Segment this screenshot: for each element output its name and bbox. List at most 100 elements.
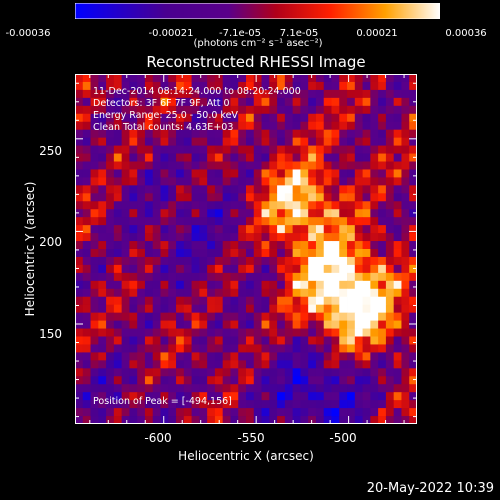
heatmap-cell [339,400,348,409]
heatmap-cell [292,264,301,274]
heatmap-cell [121,368,130,377]
heatmap-cell [75,288,84,298]
heatmap-cell [144,225,154,234]
heatmap-cell [207,288,216,298]
heatmap-cell [323,153,332,162]
heatmap-cell [75,280,84,290]
heatmap-cell [261,400,270,409]
heatmap-cell [393,225,402,234]
heatmap-cell [82,153,91,162]
heatmap-cell [393,81,402,91]
heatmap-cell [385,312,395,321]
heatmap-cell [113,129,123,139]
heatmap-cell [362,185,371,194]
heatmap-cell [315,272,325,282]
heatmap-cell [121,272,130,282]
heatmap-cell [113,121,123,131]
heatmap-cell [277,272,286,282]
heatmap-cell [238,185,247,194]
heatmap-cell [284,416,294,424]
heatmap-cell [409,416,417,424]
heatmap-cell [176,145,185,154]
heatmap-cell [362,201,371,210]
heatmap-cell [230,288,239,298]
heatmap-cell [75,264,84,274]
heatmap-cell [315,81,325,91]
heatmap-cell [137,113,146,123]
heatmap-cell [362,264,371,274]
heatmap-cell [106,161,115,170]
heatmap-cell [191,177,200,186]
heatmap-cell [82,256,91,266]
heatmap-cell [160,344,169,353]
heatmap-cell [284,185,294,194]
heatmap-cell [106,177,115,186]
heatmap-cell [323,89,332,99]
heatmap-cell [214,74,224,83]
heatmap-cell [98,280,107,290]
heatmap-cell [370,296,379,306]
heatmap-cell [191,201,200,210]
heatmap-cell [393,360,402,369]
heatmap-cell [106,408,115,417]
heatmap-cell [238,288,247,298]
heatmap-cell [90,304,99,314]
heatmap-cell [199,416,208,424]
heatmap-cell [292,368,301,377]
heatmap-cell [152,352,161,361]
heatmap-cell [176,336,185,345]
heatmap-cell [222,280,231,290]
heatmap-cell [401,177,410,186]
heatmap-cell [121,89,130,99]
heatmap-cell [144,89,154,99]
heatmap-cell [393,272,402,282]
heatmap-cell [378,129,387,139]
heatmap-cell [199,113,208,123]
heatmap-cell [191,113,200,123]
heatmap-cell [347,113,356,123]
heatmap-cell [362,217,371,226]
heatmap-cell [269,177,278,186]
heatmap-cell [331,201,340,210]
heatmap-cell [277,320,286,329]
heatmap-cell [207,296,216,306]
heatmap-cell [393,376,402,385]
heatmap-cell [121,145,130,154]
heatmap-cell [222,81,231,91]
heatmap-cell [168,368,177,377]
heatmap-cell [261,145,270,154]
heatmap-cell [183,225,192,234]
heatmap-cell [393,336,402,345]
heatmap-cell [300,161,309,170]
heatmap-cell [82,105,91,115]
heatmap-cell [129,105,138,115]
heatmap-cell [152,105,161,115]
heatmap-cell [277,336,286,345]
heatmap-cell [98,177,107,186]
heatmap-cell [121,97,130,107]
heatmap-cell [176,272,185,282]
heatmap-cell [409,233,417,242]
heatmap-cell [300,328,309,337]
heatmap-cell [82,328,91,337]
heatmap-cell [191,185,200,194]
heatmap-cell [113,89,123,99]
heatmap-cell [113,169,123,178]
heatmap-cell [160,296,169,306]
heatmap-cell [331,185,340,194]
heatmap-cell [269,161,278,170]
heatmap-cell [253,217,262,226]
heatmap-cell [238,352,247,361]
heatmap-cell [207,74,216,83]
heatmap-cell [277,256,286,266]
heatmap-cell [331,137,340,146]
heatmap-cell [339,264,348,274]
heatmap-cell [199,249,208,258]
heatmap-cell [230,153,239,162]
heatmap-cell [246,121,255,131]
heatmap-cell [98,97,107,107]
heatmap-cell [75,360,84,369]
heatmap-cell [393,145,402,154]
heatmap-cell [214,336,224,345]
heatmap-cell [378,416,387,424]
